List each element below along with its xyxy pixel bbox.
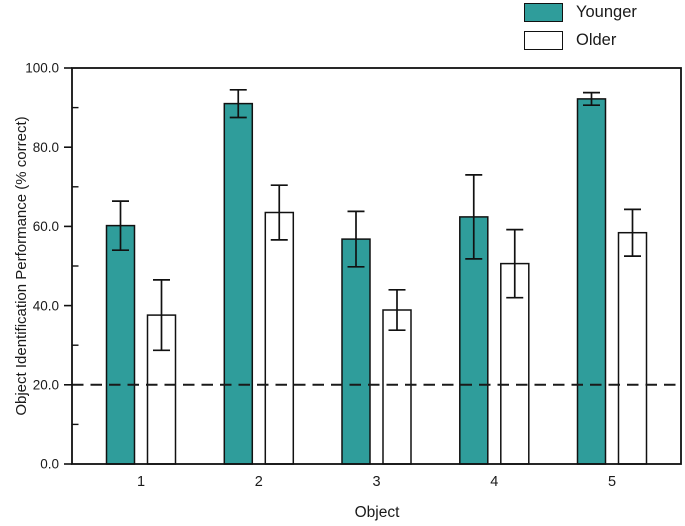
y-tick-label: 20.0 [33,378,59,393]
error-bar-older-object-3 [388,288,406,332]
y-tick-label: 40.0 [33,298,59,313]
legend-swatch-younger-icon [524,2,563,22]
error-bar-younger-object-4 [465,174,483,260]
legend-label-older: Older [576,31,617,49]
error-bar-older-object-2 [270,184,288,241]
y-tick-label: 80.0 [33,140,59,155]
x-tick-label: 5 [608,474,616,490]
x-tick-label: 2 [255,474,263,490]
bar-younger-object-5 [576,98,607,465]
bar-older-object-3 [382,309,412,465]
x-tick-label: 4 [490,474,498,490]
error-bar-older-object-1 [153,279,170,352]
error-bar-younger-object-5 [583,91,600,107]
error-bar-older-object-4 [506,228,524,299]
bar-older-object-5 [617,231,648,465]
x-tick-label: 1 [137,474,145,490]
y-tick-label: 60.0 [33,219,59,234]
legend-label-younger: Younger [576,3,637,21]
legend-item-younger: Younger [524,2,637,22]
x-tick-label: 3 [372,474,380,490]
bar-younger-object-1 [105,224,136,465]
error-bar-older-object-5 [624,208,641,257]
y-tick-label: 0.0 [40,457,59,472]
x-axis-title: Object [354,504,400,521]
y-axis-title: Object Identification Performance (% cor… [13,116,30,416]
legend-item-older: Older [524,30,637,50]
y-tick-label: 100.0 [25,61,59,76]
bar-younger-object-3 [341,238,371,465]
error-bar-younger-object-3 [347,210,365,268]
error-bar-younger-object-2 [229,88,247,119]
error-bar-younger-object-1 [112,200,129,252]
bar-younger-object-2 [223,102,254,465]
legend: Younger Older [524,2,637,50]
legend-swatch-older-icon [524,30,563,50]
bar-older-object-2 [264,211,295,465]
